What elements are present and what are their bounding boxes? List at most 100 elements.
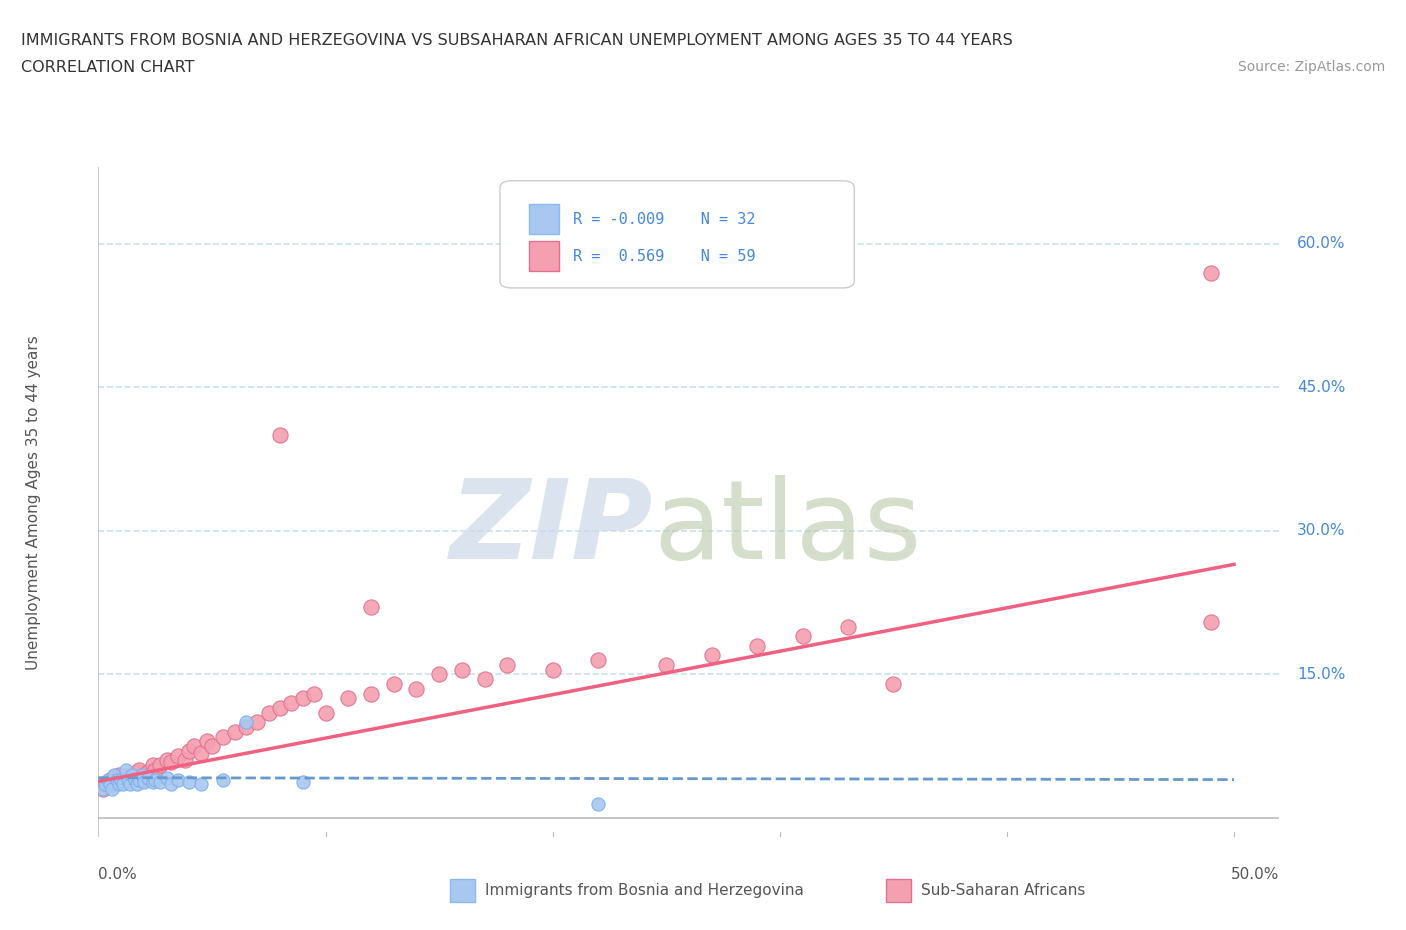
Point	[91, 782, 114, 797]
Point	[235, 720, 257, 735]
Point	[792, 629, 814, 644]
Point	[128, 763, 150, 777]
Point	[360, 600, 382, 615]
Point	[149, 758, 172, 773]
Point	[882, 676, 904, 691]
Point	[149, 774, 172, 789]
Point	[224, 724, 246, 739]
Point	[132, 767, 155, 782]
Text: 45.0%: 45.0%	[1298, 380, 1346, 395]
Text: 50.0%: 50.0%	[1232, 867, 1279, 883]
Point	[1201, 265, 1223, 280]
Text: Unemployment Among Ages 35 to 44 years: Unemployment Among Ages 35 to 44 years	[25, 335, 41, 670]
Point	[98, 772, 121, 787]
Point	[405, 682, 427, 697]
FancyBboxPatch shape	[501, 180, 855, 288]
Text: CORRELATION CHART: CORRELATION CHART	[21, 60, 194, 75]
Point	[110, 772, 132, 787]
Point	[155, 753, 177, 768]
Point	[114, 772, 136, 787]
Point	[121, 770, 143, 785]
Point	[474, 671, 496, 686]
Point	[96, 772, 118, 787]
Point	[212, 729, 235, 744]
Point	[280, 696, 302, 711]
Text: R =  0.569    N = 59: R = 0.569 N = 59	[574, 248, 755, 263]
Point	[91, 782, 114, 797]
Point	[96, 774, 118, 789]
Point	[337, 691, 360, 706]
Point	[138, 770, 160, 785]
Point	[98, 777, 121, 791]
Point	[131, 772, 153, 787]
Point	[121, 767, 143, 782]
Point	[101, 782, 124, 797]
Point	[125, 764, 148, 779]
Point	[138, 764, 160, 779]
Point	[382, 676, 405, 691]
Point	[269, 428, 291, 443]
Point	[655, 658, 678, 672]
Text: 0.0%: 0.0%	[98, 867, 138, 883]
Point	[120, 777, 142, 791]
Point	[1201, 615, 1223, 630]
Point	[450, 662, 472, 677]
Text: Immigrants from Bosnia and Herzegovina: Immigrants from Bosnia and Herzegovina	[485, 884, 804, 898]
Point	[143, 772, 166, 787]
Text: ZIP: ZIP	[450, 475, 654, 582]
Point	[291, 691, 314, 706]
Text: 15.0%: 15.0%	[1298, 667, 1346, 682]
Point	[179, 774, 201, 789]
Text: Source: ZipAtlas.com: Source: ZipAtlas.com	[1237, 60, 1385, 74]
Point	[586, 796, 609, 811]
Point	[131, 767, 153, 782]
Point	[291, 774, 314, 789]
Point	[167, 749, 190, 764]
Point	[108, 777, 131, 791]
Point	[173, 753, 195, 768]
Point	[108, 767, 131, 782]
Point	[117, 772, 139, 787]
Point	[160, 755, 183, 770]
Point	[94, 777, 117, 791]
Point	[837, 619, 859, 634]
Point	[212, 772, 235, 787]
Point	[541, 662, 564, 677]
Point	[110, 774, 132, 789]
Point	[496, 658, 519, 672]
Point	[128, 772, 150, 787]
Point	[586, 653, 609, 668]
Point	[103, 770, 125, 785]
Point	[120, 767, 142, 782]
Point	[94, 777, 117, 791]
Point	[155, 770, 177, 785]
Point	[125, 777, 148, 791]
Point	[124, 772, 146, 787]
Point	[160, 777, 183, 791]
Point	[142, 774, 165, 789]
Point	[201, 738, 224, 753]
Point	[105, 772, 128, 787]
Point	[302, 686, 325, 701]
Point	[103, 767, 125, 782]
Point	[745, 638, 768, 653]
Point	[179, 743, 201, 758]
Text: atlas: atlas	[654, 475, 922, 582]
Point	[315, 705, 337, 720]
Point	[112, 777, 135, 791]
Point	[190, 745, 212, 760]
Point	[246, 715, 269, 730]
Point	[132, 774, 155, 789]
Point	[114, 763, 136, 777]
Point	[101, 777, 124, 791]
Point	[269, 700, 291, 715]
Point	[360, 686, 382, 701]
Point	[700, 648, 723, 663]
Text: IMMIGRANTS FROM BOSNIA AND HERZEGOVINA VS SUBSAHARAN AFRICAN UNEMPLOYMENT AMONG : IMMIGRANTS FROM BOSNIA AND HERZEGOVINA V…	[21, 33, 1012, 47]
Point	[197, 734, 219, 749]
FancyBboxPatch shape	[530, 205, 560, 234]
Point	[143, 763, 166, 777]
Point	[167, 772, 190, 787]
Point	[257, 705, 280, 720]
FancyBboxPatch shape	[530, 241, 560, 272]
